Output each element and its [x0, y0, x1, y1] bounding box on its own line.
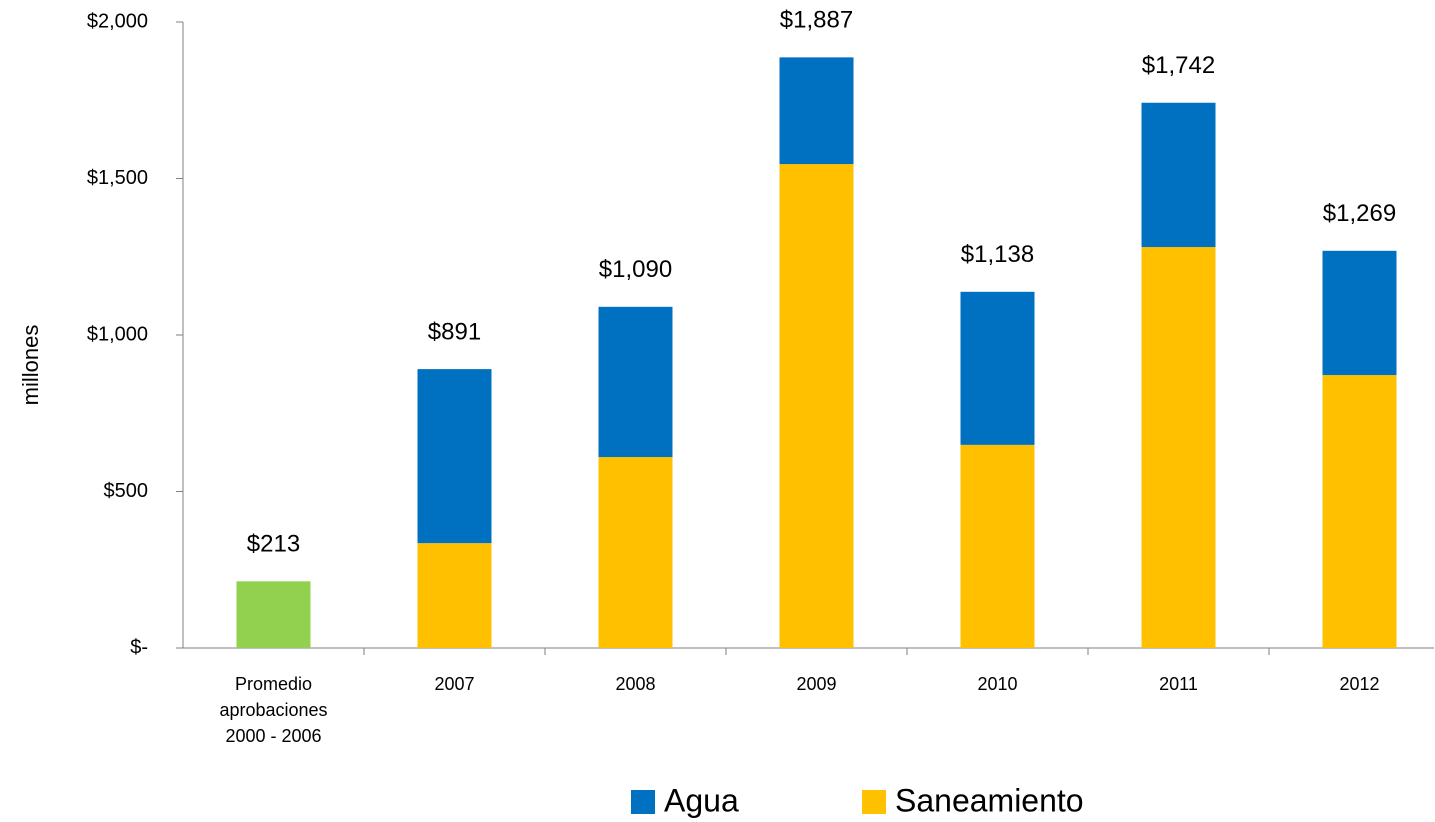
bar-segment — [779, 57, 854, 165]
y-tick-label: $500 — [104, 480, 149, 502]
x-tick-label: 2011 — [1159, 674, 1198, 694]
bar-segment — [779, 164, 854, 649]
x-tick-label: Promedio aprobaciones 2000 - 2006 — [219, 674, 328, 746]
bar-segment — [598, 457, 673, 648]
legend-label: Agua — [664, 782, 739, 818]
legend-swatch — [631, 790, 655, 814]
bar-segment — [417, 543, 492, 648]
total-label: $1,090 — [599, 256, 672, 283]
y-tick-label: $2,000 — [87, 10, 148, 32]
bar-segment — [236, 581, 311, 648]
y-axis-label: millones — [18, 325, 43, 406]
total-label: $1,138 — [961, 241, 1034, 268]
bar-segment — [1141, 247, 1216, 648]
total-label: $213 — [247, 531, 300, 558]
x-tick-label: 2008 — [615, 674, 656, 694]
legend-swatch — [862, 790, 886, 814]
total-label: $891 — [428, 318, 481, 345]
x-tick-label: 2010 — [977, 674, 1018, 694]
total-label: $1,887 — [780, 7, 853, 34]
total-label: $1,742 — [1142, 52, 1215, 79]
bar-segment — [598, 306, 673, 458]
bar-segment — [960, 444, 1035, 648]
x-tick-label: 2009 — [796, 674, 837, 694]
y-tick-label: $- — [130, 636, 148, 658]
x-tick-label: 2012 — [1339, 674, 1380, 694]
total-label: $1,269 — [1323, 200, 1396, 227]
bar-segment — [1141, 102, 1216, 248]
x-tick-label: 2007 — [434, 674, 475, 694]
y-tick-label: $1,500 — [87, 167, 148, 189]
bar-segment — [960, 291, 1035, 445]
bar-segment — [1322, 375, 1397, 648]
bar-segment — [1322, 250, 1397, 376]
y-tick-label: $1,000 — [87, 323, 148, 345]
legend-label: Saneamiento — [895, 782, 1084, 818]
bar-segment — [417, 369, 492, 544]
